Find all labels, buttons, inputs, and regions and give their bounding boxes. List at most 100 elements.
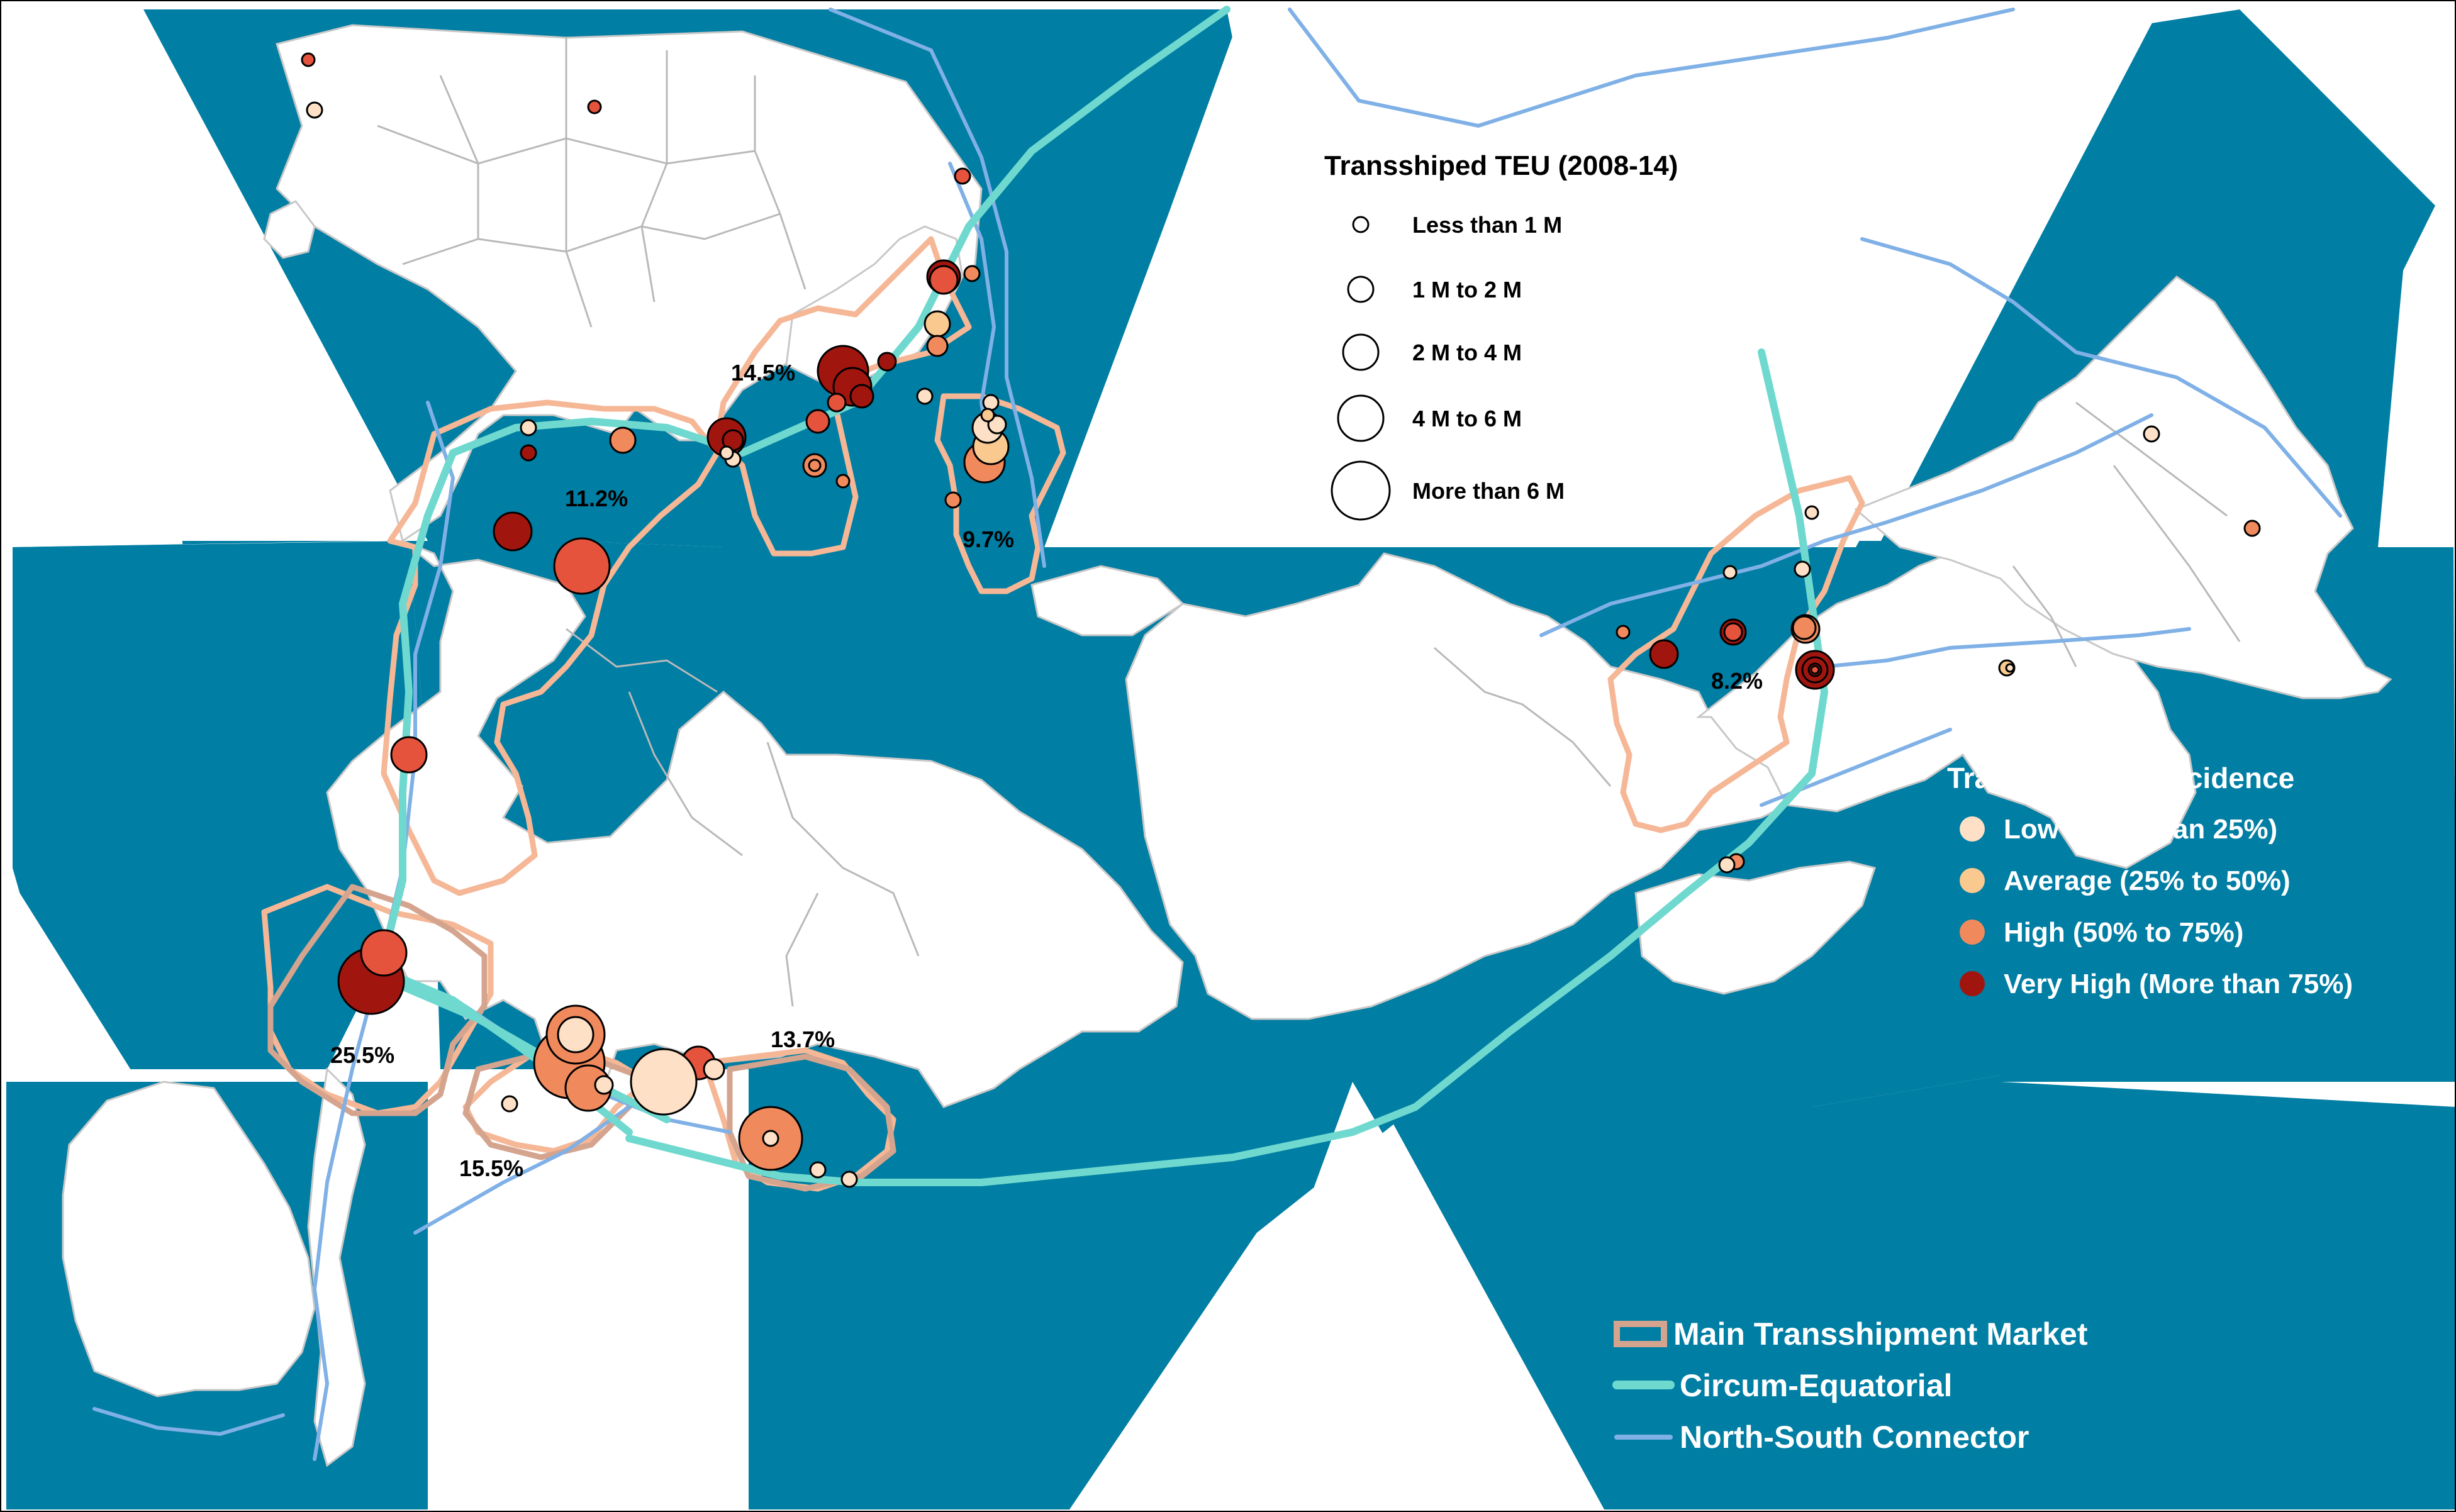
gap-top-left: [0, 0, 428, 541]
market-boundary-indian: [261, 884, 494, 1116]
gap-left-mid: [0, 862, 138, 1082]
border-line: [628, 691, 743, 857]
port-marker: [805, 409, 830, 434]
port-marker: [306, 101, 323, 119]
incidence-swatch-average: [1960, 868, 1985, 893]
ns-connector-route: [1860, 237, 2342, 518]
port-marker: [926, 335, 949, 357]
gap-bottom-mid: [1195, 1082, 1604, 1512]
port-marker: [1794, 560, 1811, 578]
port-marker: [1810, 665, 1820, 675]
land-arctic: [1030, 565, 1185, 636]
port-marker: [2143, 425, 2160, 443]
gap-bottom-left: [440, 1082, 742, 1512]
market-boundary-mediterranean: [381, 399, 720, 896]
land-masses: [62, 24, 2392, 1467]
port-marker: [2243, 520, 2261, 537]
port-marker: [877, 352, 897, 372]
port-marker: [1718, 856, 1736, 874]
land-south-left: [62, 1081, 316, 1398]
port-marker: [1649, 639, 1679, 669]
border-line: [566, 628, 718, 693]
border-line: [565, 38, 593, 328]
market-label-baltic: 9.7%: [963, 526, 1014, 552]
size-legend-label: 4 M to 6 M: [1412, 406, 1522, 431]
port-marker: [963, 265, 981, 282]
border-line: [785, 892, 819, 1007]
size-legend-symbol: [1337, 394, 1385, 442]
port-marker: [501, 1095, 518, 1113]
port-marker: [762, 1130, 779, 1147]
country-borders: [377, 38, 2241, 1007]
incidence-swatch-very-high: [1960, 971, 1985, 996]
border-line: [439, 75, 479, 239]
gap-bottom-right: [2001, 1082, 2456, 1107]
port-marker: [553, 537, 611, 595]
ns-connector-route: [1539, 413, 2153, 637]
ocean-bottom-centre: [749, 1082, 1359, 1509]
ocean-bottom-right: [1384, 1076, 2456, 1509]
port-marker: [609, 426, 637, 454]
size-legend-symbol: [1347, 275, 1375, 303]
port-marker: [1804, 505, 1819, 520]
market-labels: 14.5% 11.2% 9.7% 8.2% 25.5% 13.7% 15.5%: [330, 360, 1763, 1181]
market-label-mediterranean: 11.2%: [565, 486, 628, 511]
market-label-malacca: 15.5%: [459, 1155, 523, 1181]
incidence-swatch-low: [1960, 816, 1985, 842]
ocean-top-right: [1856, 9, 2456, 547]
port-marker: [1723, 622, 1743, 642]
port-marker: [630, 1048, 698, 1116]
land-far-right: [1854, 275, 2392, 699]
port-marker: [835, 474, 851, 489]
size-legend-label: 1 M to 2 M: [1412, 277, 1522, 303]
port-marker: [929, 265, 959, 295]
port-marker: [719, 445, 734, 460]
route-legend-label: Main Transshipment Market: [1673, 1316, 2088, 1352]
border-line: [640, 50, 668, 303]
incidence-label: High (50% to 75%): [2004, 917, 2243, 948]
port-marker: [802, 453, 827, 478]
land-patagonia-isles: [307, 1067, 366, 1467]
port-marker: [520, 419, 537, 436]
port-marker: [840, 1170, 858, 1188]
port-marker: [944, 491, 962, 509]
incidence-label: Low (Less than 25%): [2004, 814, 2277, 845]
port-markers: [301, 52, 2261, 1188]
port-marker: [587, 99, 602, 114]
port-marker: [916, 387, 934, 405]
size-legend-symbol: [1352, 216, 1370, 233]
gap-right-mid: [2378, 164, 2456, 547]
size-legend-label: 2 M to 4 M: [1412, 340, 1522, 365]
route-legend-label: North-South Connector: [1680, 1420, 2029, 1455]
port-marker: [2005, 663, 2015, 673]
route-legend: Main Transshipment Market Circum-Equator…: [1612, 1316, 2088, 1455]
incidence-label: Very High (More than 75%): [2004, 969, 2353, 999]
port-marker: [924, 310, 951, 338]
port-marker: [1807, 662, 1822, 677]
route-legend-label: Circum-Equatorial: [1680, 1368, 1952, 1403]
port-marker: [982, 394, 1000, 411]
equatorial-route-north: [374, 6, 1231, 972]
incidence-label: Average (25% to 50%): [2004, 865, 2291, 896]
port-marker: [520, 444, 537, 462]
port-marker: [954, 167, 971, 185]
port-marker: [557, 1016, 594, 1053]
port-marker: [827, 392, 847, 413]
port-marker: [1801, 656, 1829, 684]
port-marker: [301, 52, 316, 67]
size-legend-symbol: [1331, 460, 1391, 521]
market-label-indian: 25.5%: [330, 1042, 394, 1068]
gap-top-centre: [1051, 0, 2164, 541]
market-label-caribbean: 13.7%: [771, 1026, 835, 1052]
port-marker: [1616, 625, 1631, 640]
market-boundary-panama: [727, 1053, 896, 1192]
incidence-legend: Transshipment Incidence Low (Less than 2…: [1947, 762, 2353, 999]
port-marker: [809, 1161, 827, 1179]
port-marker: [390, 736, 428, 774]
border-line: [402, 213, 781, 265]
market-label-east-asia: 8.2%: [1711, 668, 1763, 694]
